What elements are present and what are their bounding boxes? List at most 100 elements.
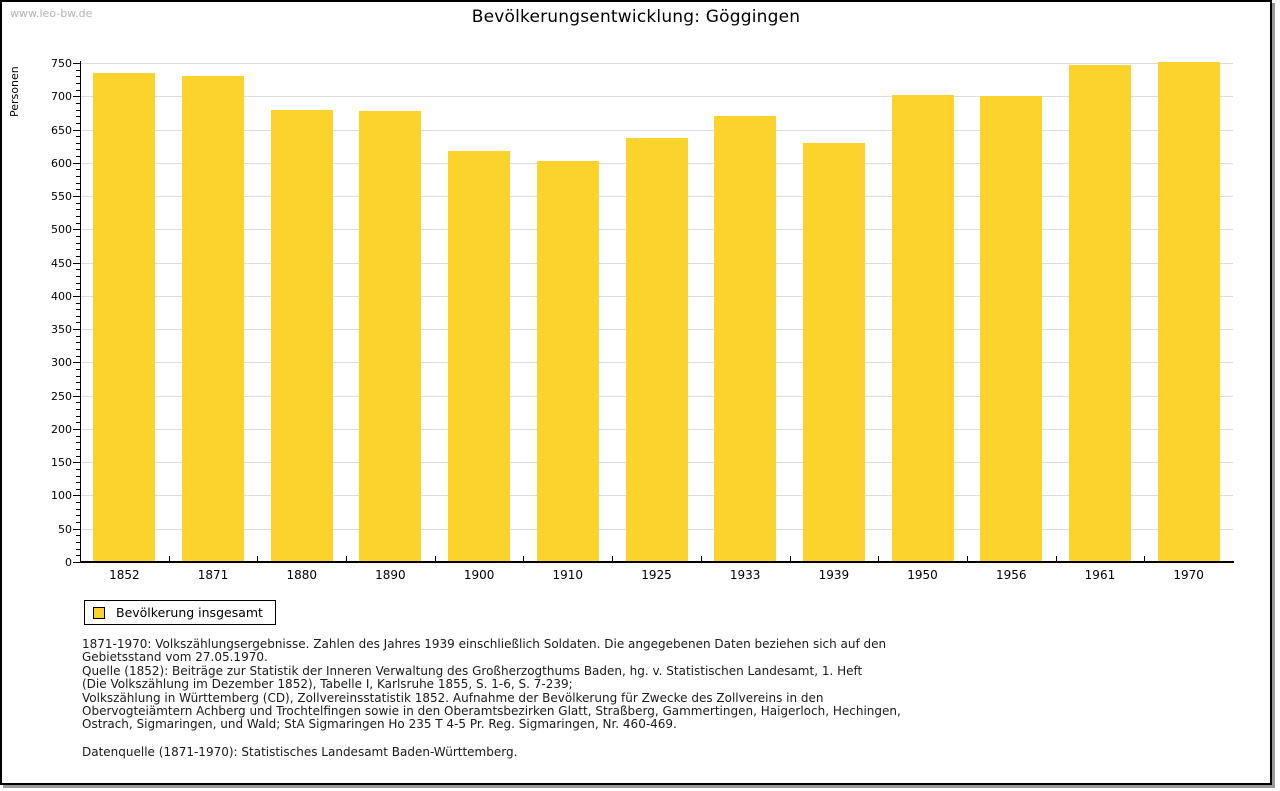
y-minor-tick-620 bbox=[76, 149, 80, 151]
bar-1852 bbox=[93, 72, 156, 562]
chart-title: Bevölkerungsentwicklung: Göggingen bbox=[471, 7, 801, 27]
bar-1925 bbox=[625, 137, 688, 562]
x-tick-11 bbox=[1055, 556, 1057, 562]
y-major-tick-450 bbox=[73, 262, 80, 264]
y-minor-tick-510 bbox=[76, 222, 80, 224]
y-minor-tick-470 bbox=[76, 249, 80, 251]
y-minor-tick-260 bbox=[76, 389, 80, 390]
y-axis-line bbox=[80, 61, 81, 563]
y-minor-tick-370 bbox=[76, 315, 80, 317]
bar-1950 bbox=[891, 94, 954, 562]
y-major-tick-0 bbox=[73, 562, 80, 563]
y-minor-tick-680 bbox=[76, 109, 80, 111]
footnote-line-4: (Die Volkszählung im Dezember 1852), Tab… bbox=[82, 677, 573, 692]
bar-1970 bbox=[1157, 62, 1220, 562]
gridline-700 bbox=[80, 96, 1233, 98]
y-minor-tick-70 bbox=[76, 515, 80, 517]
y-minor-tick-570 bbox=[76, 182, 80, 184]
y-minor-tick-740 bbox=[76, 69, 80, 71]
y-minor-tick-290 bbox=[76, 369, 80, 371]
y-minor-tick-360 bbox=[76, 322, 80, 324]
x-tick-label-1852: 1852 bbox=[109, 568, 140, 582]
y-minor-tick-120 bbox=[76, 482, 80, 484]
y-minor-tick-180 bbox=[76, 442, 80, 444]
footnote-line-2: Gebietsstand vom 27.05.1970. bbox=[82, 650, 268, 665]
y-minor-tick-220 bbox=[76, 415, 80, 417]
y-major-tick-50 bbox=[73, 528, 80, 530]
y-minor-tick-430 bbox=[76, 275, 80, 277]
y-tick-label-600: 600 bbox=[51, 156, 72, 170]
y-minor-tick-670 bbox=[76, 116, 80, 118]
x-tick-3 bbox=[346, 556, 348, 562]
y-major-tick-300 bbox=[73, 362, 80, 364]
y-tick-label-0: 0 bbox=[65, 556, 72, 569]
y-tick-label-400: 400 bbox=[51, 289, 72, 303]
legend-label: Bevölkerung insgesamt bbox=[116, 605, 263, 620]
y-major-tick-100 bbox=[73, 495, 80, 497]
y-minor-tick-30 bbox=[76, 542, 80, 544]
x-tick-label-1961: 1961 bbox=[1084, 568, 1116, 582]
x-tick-label-1880: 1880 bbox=[286, 568, 317, 582]
x-tick-label-1890: 1890 bbox=[375, 568, 406, 582]
y-tick-label-750: 750 bbox=[51, 57, 72, 70]
x-tick-label-1950: 1950 bbox=[907, 568, 938, 582]
y-minor-tick-560 bbox=[76, 189, 80, 191]
y-minor-tick-520 bbox=[76, 216, 80, 218]
y-major-tick-750 bbox=[73, 63, 80, 64]
y-minor-tick-630 bbox=[76, 142, 80, 144]
x-tick-1 bbox=[168, 556, 170, 562]
y-minor-tick-590 bbox=[76, 169, 80, 171]
y-major-tick-200 bbox=[73, 428, 80, 430]
bar-1880 bbox=[270, 109, 333, 562]
y-minor-tick-660 bbox=[76, 122, 80, 124]
data-source-line: Datenquelle (1871-1970): Statistisches L… bbox=[82, 745, 518, 759]
y-tick-label-300: 300 bbox=[51, 356, 72, 370]
y-major-tick-400 bbox=[73, 295, 80, 297]
y-minor-tick-690 bbox=[76, 102, 80, 104]
y-minor-tick-720 bbox=[76, 82, 80, 84]
legend: Bevölkerung insgesamt bbox=[84, 600, 276, 625]
y-minor-tick-130 bbox=[76, 475, 80, 477]
y-major-tick-650 bbox=[73, 129, 80, 131]
y-major-tick-250 bbox=[73, 395, 80, 397]
footnote-line-6: Obervogteiämtern Achberg und Trochtelfin… bbox=[82, 704, 901, 719]
x-tick-8 bbox=[789, 556, 791, 562]
bar-1910 bbox=[536, 160, 599, 562]
y-minor-tick-610 bbox=[76, 156, 80, 158]
y-minor-tick-90 bbox=[76, 502, 80, 504]
y-minor-tick-110 bbox=[76, 488, 80, 490]
x-tick-label-1925: 1925 bbox=[641, 568, 672, 582]
y-minor-tick-410 bbox=[76, 289, 80, 291]
y-minor-tick-420 bbox=[76, 282, 80, 284]
y-minor-tick-640 bbox=[76, 136, 80, 138]
x-tick-12 bbox=[1144, 556, 1146, 562]
y-minor-tick-190 bbox=[76, 435, 80, 437]
y-minor-tick-340 bbox=[76, 335, 80, 337]
plot-area: 0 50 100 150 200 250 300 350 400 450 500 550 600 650 7… bbox=[2, 2, 1270, 783]
x-tick-10 bbox=[966, 556, 968, 562]
y-minor-tick-440 bbox=[76, 269, 80, 271]
bar-1933 bbox=[714, 116, 777, 562]
y-minor-tick-240 bbox=[76, 402, 80, 404]
y-minor-tick-140 bbox=[76, 468, 80, 470]
footnotes: 1871-1970: Volkszählungsergebnisse. Zahl… bbox=[82, 637, 901, 732]
footnote-line-5: Volkszählung in Württemberg (CD), Zollve… bbox=[82, 690, 824, 705]
footnote-line-7: Ostrach, Sigmaringen, und Wald; StA Sigm… bbox=[82, 717, 677, 732]
y-minor-tick-280 bbox=[76, 375, 80, 377]
y-minor-tick-730 bbox=[76, 76, 80, 78]
x-tick-9 bbox=[878, 556, 880, 562]
y-major-tick-350 bbox=[73, 329, 80, 331]
gridline-650 bbox=[80, 129, 1233, 131]
y-minor-tick-710 bbox=[76, 89, 80, 91]
y-minor-tick-490 bbox=[76, 235, 80, 237]
x-tick-5 bbox=[523, 556, 525, 562]
y-tick-label-550: 550 bbox=[51, 190, 72, 204]
watermark: www.leo-bw.de bbox=[10, 7, 93, 20]
x-tick-label-1910: 1910 bbox=[552, 568, 584, 582]
x-tick-6 bbox=[612, 556, 614, 562]
y-minor-tick-530 bbox=[76, 209, 80, 211]
y-tick-label-350: 350 bbox=[51, 323, 72, 337]
y-minor-tick-210 bbox=[76, 422, 80, 424]
y-tick-label-50: 50 bbox=[58, 522, 72, 536]
